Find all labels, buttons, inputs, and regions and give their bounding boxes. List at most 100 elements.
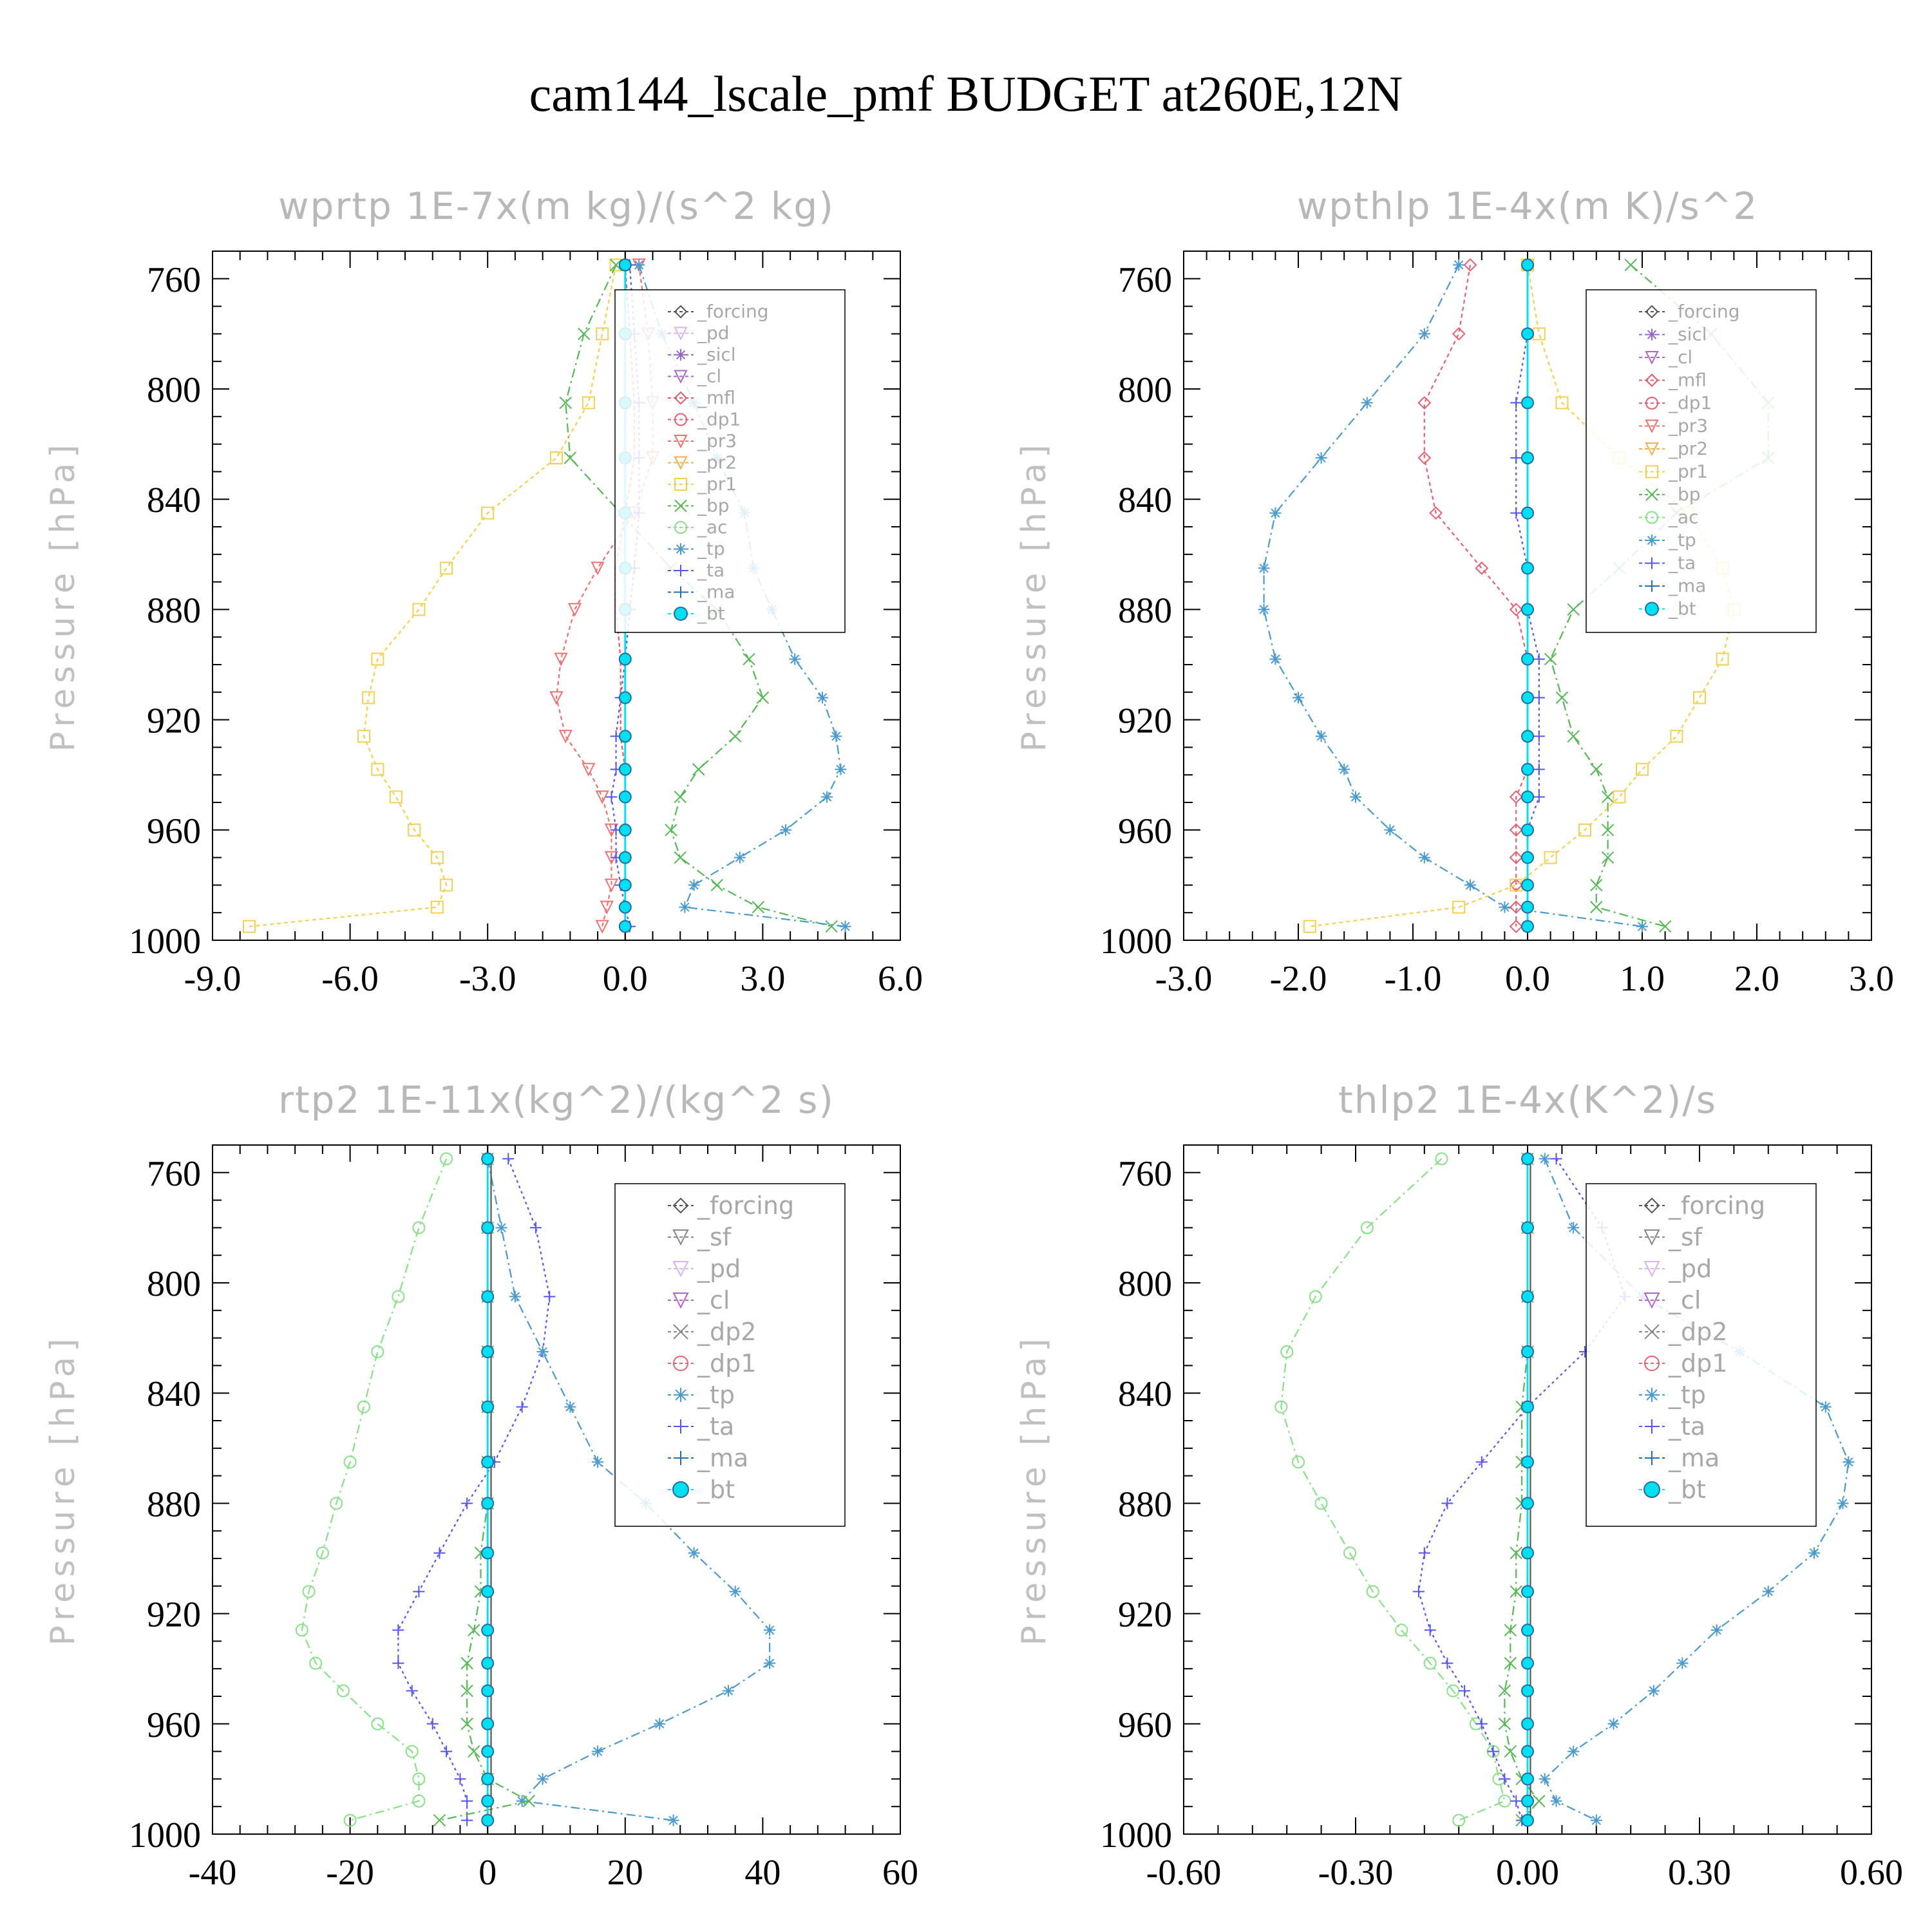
rtp2-legend (614, 1183, 846, 1527)
rtp2-legend-marker (672, 1481, 689, 1498)
wprtp-bt-point (618, 823, 632, 837)
wprtp-ytick-label: 880 (147, 591, 201, 630)
thlp2-xtick-label: 0.60 (1840, 1853, 1903, 1893)
wpthlp-dp1-point (1509, 900, 1523, 914)
wprtp-plot-frame (212, 251, 901, 941)
rtp2-xtick-label: 0 (478, 1853, 497, 1893)
thlp2-ta-point (1424, 1624, 1436, 1636)
rtp2-legend-marker (674, 1419, 688, 1434)
thlp2-legend-label: _forcing (1668, 1191, 1765, 1220)
rtp2-tp-point (723, 1685, 734, 1697)
wpthlp-dp1-point (1463, 258, 1477, 272)
thlp2-bt-point (1521, 1221, 1534, 1235)
thlp2-bt-point (1521, 1745, 1534, 1758)
thlp2-tp-point (1607, 1718, 1620, 1730)
thlp2-tp-point (1676, 1657, 1689, 1669)
thlp2-series-ac (1280, 1158, 1506, 1821)
thlp2-ac-point (1360, 1221, 1374, 1235)
wprtp-pr1-point (596, 327, 609, 341)
wprtp-legend-marker (675, 586, 687, 598)
wprtp-pr1-point (430, 900, 444, 914)
rtp2-ta-point (433, 1547, 446, 1559)
wprtp-ytick-label: 920 (147, 701, 201, 741)
wprtp-ta-point (605, 791, 618, 803)
wpthlp-dp1-point (1429, 506, 1443, 520)
wprtp-bt-point (618, 851, 632, 864)
wprtp-xtick-label: -6.0 (321, 959, 379, 999)
rtp2-legend-marker (672, 1229, 689, 1246)
wpthlp-legend-marker (1645, 465, 1658, 478)
wprtp-ytick-label: 760 (147, 260, 201, 300)
thlp2-bt-point (1521, 1772, 1534, 1786)
wpthlp-bp-point (1624, 258, 1637, 272)
wpthlp-title: wpthlp 1E-4x(m K)/s^2 (1297, 184, 1758, 228)
wpthlp-bp-point (1590, 762, 1603, 776)
thlp2-tp-point (1590, 1814, 1602, 1826)
thlp2-bt-point (1521, 1814, 1534, 1827)
wpthlp-tp-point (1338, 763, 1350, 775)
wprtp-bp-point (559, 396, 572, 410)
wpthlp-ta-point (1510, 507, 1522, 519)
thlp2-ta-point (1475, 1718, 1488, 1730)
wpthlp-bt-point (1521, 762, 1534, 776)
wprtp-pr3-point (591, 562, 605, 576)
wpthlp-tp-point (1418, 328, 1430, 340)
thlp2-legend-marker (1645, 1388, 1659, 1402)
thlp2-ta-point (1412, 1586, 1425, 1598)
rtp2-legend-marker (672, 1261, 689, 1278)
rtp2-ytick-label: 920 (147, 1595, 201, 1635)
rtp2-bt-point (481, 1497, 495, 1510)
wpthlp-bp-point (1555, 691, 1569, 705)
rtp2-legend-marker (674, 1388, 688, 1402)
rtp2-xtick-label: -40 (189, 1853, 237, 1893)
rtp2-ytick-label: 1000 (129, 1815, 201, 1855)
wpthlp-legend-label: _ma (1668, 575, 1706, 596)
rtp2-bt-point (481, 1772, 495, 1786)
thlp2-legend-marker (1645, 1451, 1659, 1465)
wpthlp-bt-point (1521, 652, 1534, 666)
thlp2-tp-point (1710, 1624, 1723, 1636)
wpthlp-legend-marker (1646, 580, 1658, 592)
rtp2-ytick-label: 800 (147, 1264, 201, 1304)
wprtp-ytick-label: 800 (147, 370, 201, 410)
wpthlp-bp-point (1544, 652, 1557, 666)
rtp2-series-ac (301, 1158, 448, 1821)
wprtp-bp-point (743, 652, 755, 666)
wpthlp-legend-label: _dp1 (1668, 392, 1712, 413)
wprtp-legend-label: _pr1 (697, 473, 737, 495)
rtp2-plot-frame (212, 1144, 901, 1835)
wprtp-tp-point (821, 791, 833, 803)
thlp2-xtick-label: 0.00 (1496, 1853, 1559, 1893)
wpthlp-legend-marker (1645, 305, 1659, 319)
rtp2-bt-point (481, 1546, 495, 1560)
wprtp-pr3-point (600, 900, 614, 914)
thlp2-tp-point (1539, 1773, 1551, 1785)
wpthlp-legend-label: _bp (1668, 484, 1701, 505)
thlp2-tp-point (1808, 1547, 1820, 1559)
wpthlp-legend-label: _pr3 (1668, 415, 1708, 437)
wprtp-legend-label: _bp (697, 495, 730, 516)
wpthlp-xtick-label: 2.0 (1734, 959, 1779, 999)
thlp2-bp-point (1498, 1718, 1511, 1730)
rtp2-tp-point (536, 1773, 549, 1785)
wprtp-tp-point (679, 901, 691, 913)
thlp2-tp-point (1567, 1222, 1580, 1234)
thlp2-legend-label: _cl (1668, 1286, 1701, 1314)
wpthlp-pr1-point (1693, 691, 1706, 705)
wpthlp-bp-point (1567, 730, 1580, 743)
wprtp-legend-label: _pr3 (697, 430, 737, 451)
wprtp-legend-label: _ma (697, 582, 735, 603)
rtp2-xtick-label: -20 (326, 1853, 374, 1893)
rtp2-ac-point (371, 1345, 384, 1358)
wpthlp-legend-label: _pr1 (1668, 461, 1708, 482)
wprtp-bp-point (674, 851, 687, 864)
wpthlp-ta-point (1510, 452, 1522, 464)
wprtp-legend-label: _bt (697, 603, 725, 624)
thlp2-bt-point (1521, 1290, 1534, 1303)
wprtp-pr3-point (567, 603, 582, 617)
rtp2-tp-point (536, 1346, 549, 1358)
thlp2-ta-point (1459, 1685, 1471, 1697)
wpthlp-bp-point (1590, 878, 1603, 892)
rtp2-tp-point (495, 1222, 507, 1234)
wpthlp-legend-label: _forcing (1668, 301, 1740, 322)
